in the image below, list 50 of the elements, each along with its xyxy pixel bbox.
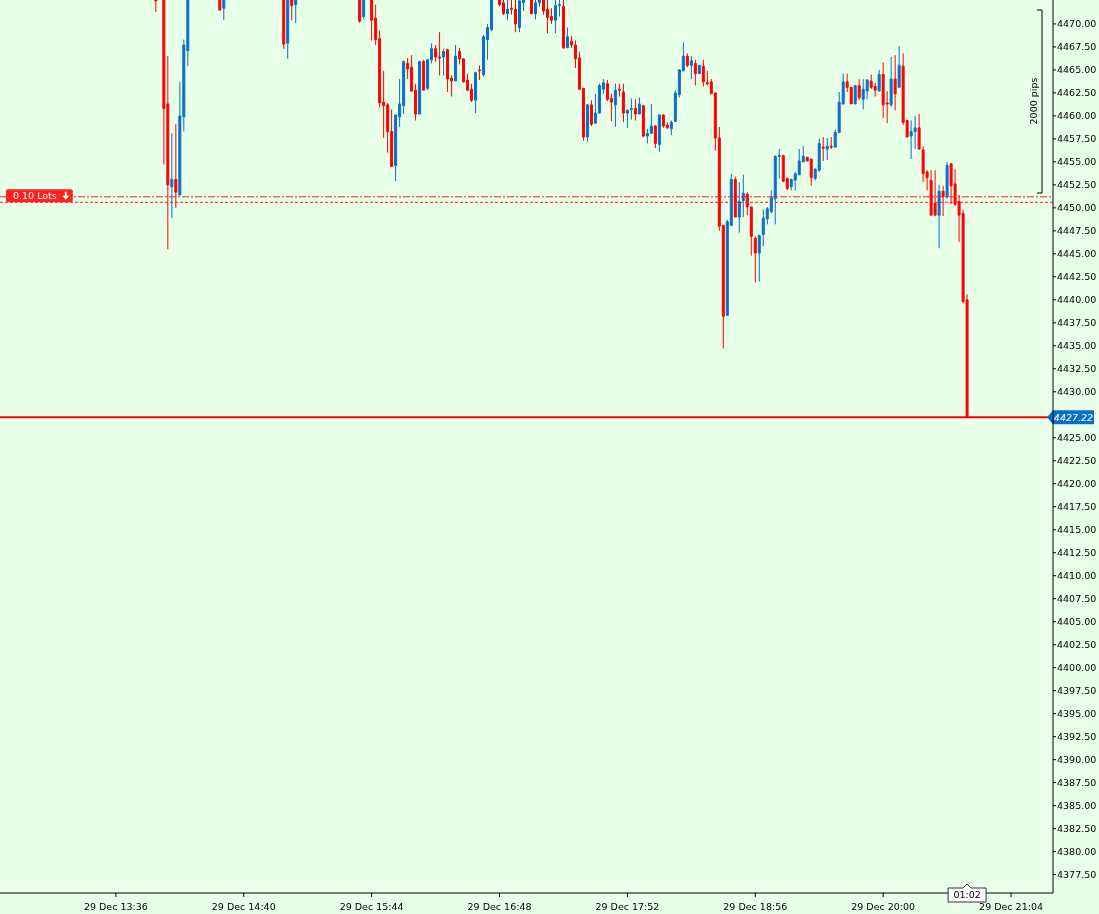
y-tick-label: 4417.50 (1057, 501, 1097, 513)
x-tick-label: 29 Dec 17:52 (595, 901, 660, 913)
y-tick-label: 4435.00 (1057, 340, 1097, 352)
y-tick-label: 4447.50 (1057, 225, 1097, 237)
y-tick-label: 4422.50 (1057, 455, 1097, 467)
y-tick-label: 4442.50 (1057, 271, 1097, 283)
y-tick-label: 4377.50 (1057, 868, 1097, 880)
y-tick-label: 4385.00 (1057, 799, 1097, 811)
y-tick-label: 4432.50 (1057, 363, 1097, 375)
y-tick-label: 4380.00 (1057, 845, 1097, 857)
y-tick-label: 4437.50 (1057, 317, 1097, 329)
x-tick-label: 29 Dec 16:48 (467, 901, 532, 913)
y-tick-label: 4440.00 (1057, 294, 1097, 306)
y-tick-label: 4445.00 (1057, 248, 1097, 260)
order-tag: 0.10 Lots (6, 189, 73, 203)
x-tick-label: 29 Dec 13:36 (83, 901, 148, 913)
y-tick-label: 4405.00 (1057, 616, 1097, 628)
y-tick-label: 4467.50 (1057, 41, 1097, 53)
y-tick-label: 4455.00 (1057, 156, 1097, 168)
y-tick-label: 4457.50 (1057, 133, 1097, 145)
y-tick-label: 4412.50 (1057, 547, 1097, 559)
y-tick-label: 4402.50 (1057, 639, 1097, 651)
y-tick-label: 4425.00 (1057, 432, 1097, 444)
ref-line-label: 0.10 Lots (13, 190, 57, 202)
y-tick-label: 4387.50 (1057, 776, 1097, 788)
y-tick-label: 4430.00 (1057, 386, 1097, 398)
y-tick-label: 4392.50 (1057, 730, 1097, 742)
x-tick-label: 29 Dec 18:56 (723, 901, 788, 913)
y-tick-label: 4470.00 (1057, 18, 1097, 30)
y-tick-label: 4400.00 (1057, 662, 1097, 674)
y-tick-label: 4397.50 (1057, 685, 1097, 696)
y-tick-label: 4452.50 (1057, 179, 1097, 191)
y-tick-label: 4410.00 (1057, 570, 1097, 582)
y-tick-label: 4462.50 (1057, 87, 1097, 99)
y-tick-label: 4407.50 (1057, 593, 1097, 605)
y-tick-label: 4390.00 (1057, 753, 1097, 765)
y-tick-label: 4415.00 (1057, 524, 1097, 536)
y-tick-label: 4420.00 (1057, 478, 1097, 490)
y-tick-label: 4465.00 (1057, 64, 1097, 76)
ref-line-label: 4427.22 (1053, 411, 1094, 423)
x-tick-label: 29 Dec 20:00 (851, 901, 916, 913)
x-tick-label: 29 Dec 21:04 (979, 901, 1043, 913)
y-tick-label: 4395.00 (1057, 707, 1097, 719)
y-tick-label: 4382.50 (1057, 822, 1097, 834)
x-tick-label: 29 Dec 14:40 (211, 901, 276, 913)
y-tick-label: 4450.00 (1057, 202, 1097, 214)
y-tick-label: 4460.00 (1057, 110, 1097, 122)
annotation: 2000 pips (1028, 77, 1040, 125)
x-tick-label: 29 Dec 15:44 (339, 901, 404, 913)
annotation: 01:02 (953, 889, 981, 901)
